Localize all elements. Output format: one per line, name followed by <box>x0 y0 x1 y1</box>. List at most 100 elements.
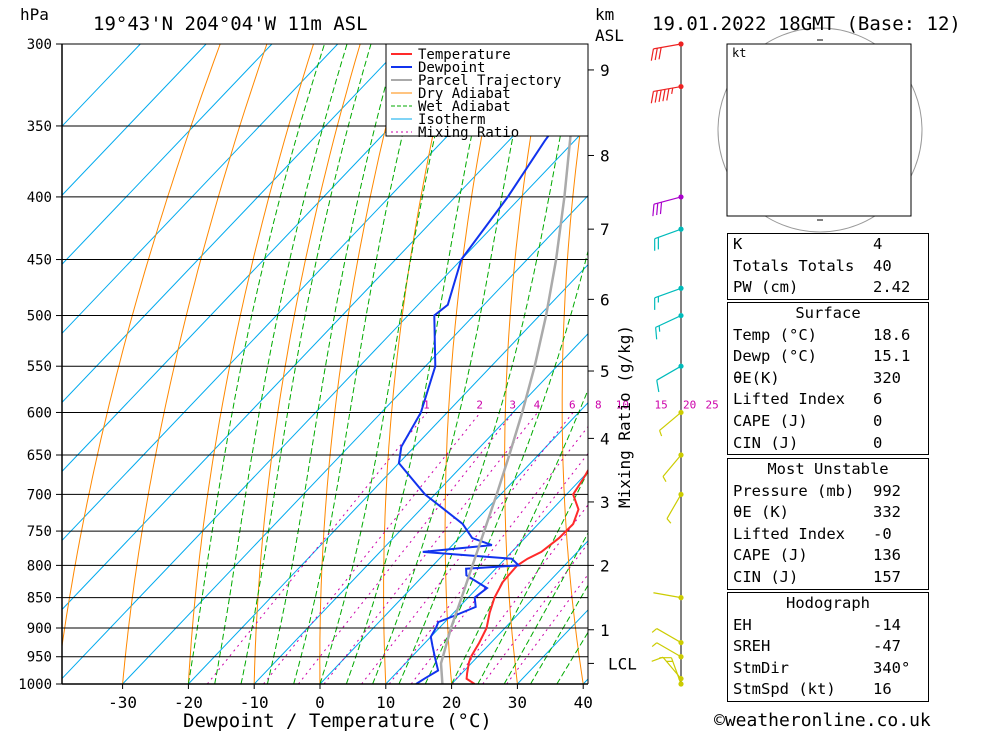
hodograph-table: Hodograph EH -14 SREH -47 StmDir 340° StmSp… <box>727 592 929 702</box>
mixing-ratio-label: 15 <box>655 398 668 411</box>
surface-temp-label: Temp (°C) <box>733 325 817 344</box>
wet-adiabat-line <box>503 532 588 684</box>
legend-parcel: Parcel Trajectory <box>418 73 561 89</box>
isotherm-line <box>122 194 588 684</box>
surface-title: Surface <box>795 304 861 322</box>
wind-barb-staff <box>662 656 682 680</box>
mixing-ratio-line <box>323 412 538 684</box>
wind-barb-staff <box>656 365 682 381</box>
wind-barb-flag <box>659 202 663 215</box>
y-tick-label: 850 <box>27 591 52 607</box>
wind-barb-flag <box>656 380 660 393</box>
wind-barb-flag <box>651 628 658 633</box>
km-tick-label: 9 <box>600 61 610 80</box>
surface-row: θE(K) 320 <box>728 368 928 390</box>
hodograph-frame <box>726 43 912 217</box>
dry-adiabat-line <box>920 44 1000 684</box>
x-tick-label: -20 <box>174 693 203 712</box>
mixing-ratio-label: 2 <box>476 398 483 411</box>
surface-li-value: 6 <box>873 390 883 409</box>
credit-text: ©weatheronline.co.uk <box>714 710 931 731</box>
wet-adiabat-line <box>187 44 325 684</box>
km-tick-label: 7 <box>600 220 610 239</box>
mu-row: Lifted Index -0 <box>728 524 928 546</box>
isotherm-line <box>451 540 588 684</box>
y-tick-label: 800 <box>27 558 52 574</box>
wind-barb-flag <box>651 656 664 662</box>
surface-cin-value: 0 <box>873 433 883 452</box>
hodo-stmdir-label: StmDir <box>733 658 789 677</box>
wind-barb-flag <box>658 430 663 437</box>
wind-barb-flag <box>656 203 659 216</box>
legend-isotherm: Isotherm <box>418 112 485 128</box>
wind-barb-staff <box>655 314 682 328</box>
pw-label: PW (cm) <box>733 278 799 297</box>
km-tick-label: 8 <box>600 146 610 165</box>
y-tick-label: 450 <box>27 253 52 269</box>
mu-row: CAPE (J) 136 <box>728 545 928 567</box>
surface-li-label: Lifted Index <box>733 390 845 409</box>
temperature-line <box>465 468 588 684</box>
y-tick-label: 750 <box>27 524 52 540</box>
wind-barb-staff <box>659 411 682 431</box>
hodo-row: SREH -47 <box>728 636 928 658</box>
wind-barb-staff <box>662 454 682 477</box>
mu-li-label: Lifted Index <box>733 524 845 543</box>
wind-barb-flag <box>662 476 667 482</box>
legend-dry-adiabat: Dry Adiabat <box>418 86 511 102</box>
isotherm-line <box>62 125 588 680</box>
wet-adiabat-line <box>477 470 588 684</box>
y-tick-label: 900 <box>27 621 52 637</box>
wind-barb-flag <box>671 87 674 95</box>
pw-value: 2.42 <box>873 278 911 297</box>
wind-barb-staff <box>653 592 682 599</box>
x-axis-label: Dewpoint / Temperature (°C) <box>183 710 492 732</box>
x-tick-label: 30 <box>508 693 527 712</box>
surface-cin-label: CIN (J) <box>733 433 799 452</box>
x-tick-label: -30 <box>108 693 137 712</box>
mixing-ratio-line <box>206 412 428 684</box>
wind-level-dot <box>678 654 684 660</box>
dry-adiabat-line <box>561 74 588 684</box>
surface-cape-value: 0 <box>873 411 883 430</box>
hodo-stmspd-label: StmSpd (kt) <box>733 680 836 699</box>
km-tick-label: LCL <box>608 654 637 673</box>
parcel-trajectory-line <box>439 44 579 684</box>
y-tick-label: 950 <box>27 650 52 666</box>
dry-adiabat-line <box>187 44 314 684</box>
hodo-stmdir-value: 340° <box>873 658 911 677</box>
km-tick-label: 6 <box>600 290 610 309</box>
isotherm-line <box>385 471 588 684</box>
legend-wet-adiabat: Wet Adiabat <box>418 99 511 115</box>
k-index-value: 4 <box>873 235 883 253</box>
surface-thetae-value: 320 <box>873 368 901 387</box>
surface-row: CIN (J) 0 <box>728 433 928 455</box>
wet-adiabat-line <box>530 584 588 684</box>
mu-thetae-label: θE (K) <box>733 503 789 522</box>
km-tick-label: 3 <box>600 493 610 512</box>
dry-adiabat-line <box>319 44 408 684</box>
hodo-eh-label: EH <box>733 615 752 634</box>
totals-totals-label: Totals Totals <box>733 256 855 275</box>
surface-dewp-value: 15.1 <box>873 347 911 366</box>
mu-row: Pressure (mb) 992 <box>728 481 928 503</box>
y-tick-label: 600 <box>27 405 52 421</box>
km-tick-label: 1 <box>600 621 610 640</box>
wet-adiabat-line <box>293 44 426 684</box>
mixing-ratio-label: 8 <box>595 398 602 411</box>
skewt-series <box>397 44 588 684</box>
wind-barb-flag <box>662 89 666 102</box>
wind-barb-staff <box>653 196 682 205</box>
hodo-sreh-label: SREH <box>733 637 771 656</box>
isotherm-line <box>62 44 339 335</box>
mixing-ratio-axis-label: Mixing Ratio (g/kg) <box>615 325 634 508</box>
legend-dewpoint: Dewpoint <box>418 60 485 76</box>
totals-totals-value: 40 <box>873 256 892 275</box>
datetime-title: 19.01.2022 18GMT (Base: 12) <box>652 13 961 35</box>
surface-row: CAPE (J) 0 <box>728 411 928 433</box>
most-unstable-title: Most Unstable <box>767 460 889 478</box>
y-tick-label: 300 <box>27 37 52 53</box>
mu-row: CIN (J) 157 <box>728 567 928 589</box>
